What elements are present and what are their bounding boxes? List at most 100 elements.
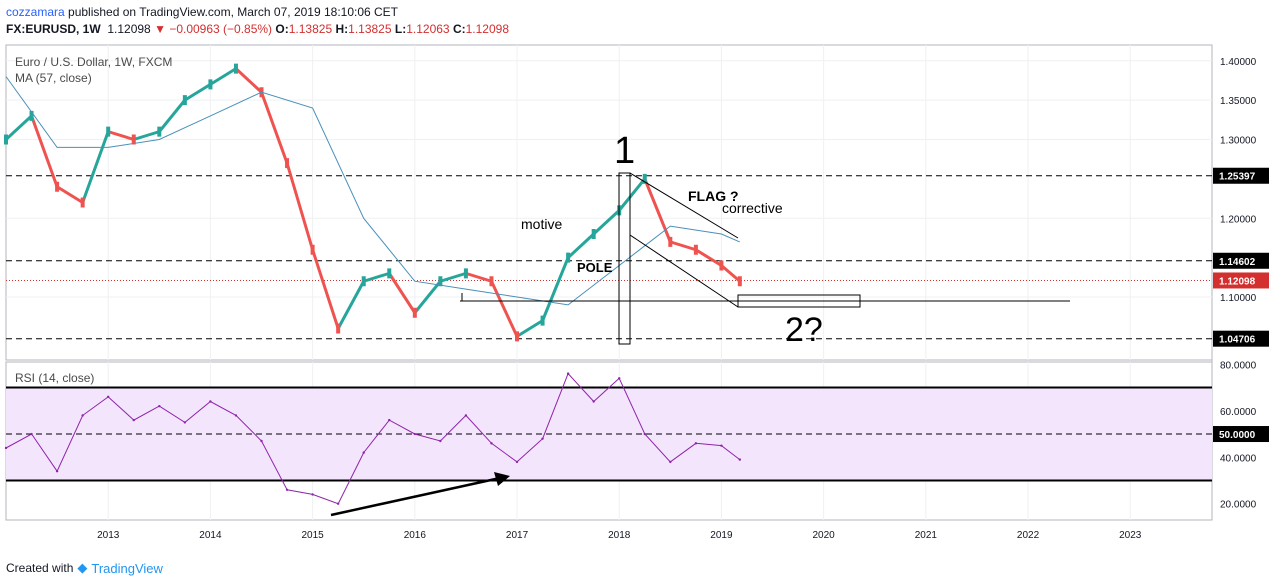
- price-segment: [56, 185, 84, 204]
- footer: Created with ◆ TradingView: [6, 560, 163, 576]
- rsi-point: [439, 439, 442, 443]
- rsi-axis-tick-label: 20.0000: [1220, 500, 1257, 511]
- price-candle: [387, 268, 392, 279]
- price-segment: [643, 178, 672, 243]
- time-axis-tick-label: 2016: [404, 530, 427, 541]
- price-candle: [737, 276, 742, 287]
- rsi-point: [158, 404, 161, 408]
- flag-label: FLAG ?: [688, 188, 739, 204]
- price-segment: [4, 114, 33, 141]
- level-badge-label: 1.14602: [1219, 257, 1256, 268]
- rsi-point: [592, 400, 595, 403]
- price-candle: [463, 268, 468, 279]
- price-candle: [285, 158, 290, 169]
- price-candle: [208, 79, 213, 90]
- price-segment: [311, 249, 340, 329]
- flag-lower-line: [629, 234, 739, 308]
- price-segment: [30, 115, 59, 188]
- rsi-point: [413, 432, 417, 436]
- time-axis-tick-label: 2020: [813, 530, 836, 541]
- price-candle: [80, 197, 85, 208]
- price-candle: [489, 276, 494, 287]
- price-candle: [566, 252, 571, 263]
- price-segment: [413, 280, 442, 314]
- price-axis-tick-label: 1.35000: [1220, 96, 1257, 107]
- rsi-point: [285, 488, 289, 491]
- price-segment: [285, 162, 315, 251]
- created-with-label: Created with: [6, 561, 74, 575]
- pole-label: POLE: [577, 260, 613, 275]
- rsi-point: [107, 395, 110, 399]
- time-axis-tick-label: 2021: [915, 530, 938, 541]
- high-label: H:: [335, 22, 349, 36]
- tradingview-brand[interactable]: TradingView: [91, 560, 163, 576]
- price-candle: [233, 63, 238, 74]
- level-badge-label: 1.25397: [1219, 172, 1256, 183]
- rsi-axis[interactable]: 80.0000 60.0000 40.0000 20.0000 50.0000: [1213, 360, 1269, 511]
- price-segment: [439, 271, 467, 283]
- rsi-point: [738, 458, 742, 461]
- ma-line: [5, 76, 740, 306]
- rsi-point: [81, 414, 84, 417]
- price-candle: [719, 260, 724, 271]
- price-axis[interactable]: 1.40000 1.35000 1.30000 1.20000 1.10000 1.253…: [1213, 57, 1269, 347]
- price-segment: [234, 67, 263, 94]
- wave-2-label: 2?: [785, 311, 823, 349]
- rsi-point: [234, 414, 238, 417]
- rsi-point: [260, 439, 263, 443]
- rsi-point: [694, 442, 698, 445]
- price-candle: [106, 126, 111, 137]
- time-axis[interactable]: 2013 2014 2015 2016 2017 2018 2019 2020 2021 2022…: [97, 530, 1142, 541]
- rsi-point: [464, 414, 468, 417]
- rsi-band: [6, 386, 1212, 482]
- rsi-axis-tick-label: 40.0000: [1220, 453, 1257, 464]
- price-candle: [182, 95, 187, 106]
- down-triangle-icon: ▼: [154, 22, 166, 36]
- price-candle: [131, 134, 136, 145]
- rsi-point: [336, 502, 340, 505]
- price-candle: [591, 229, 596, 239]
- price-segment: [592, 209, 621, 236]
- rsi-point: [388, 418, 391, 422]
- level-badge-label: 1.04706: [1219, 335, 1256, 346]
- rsi-point: [311, 493, 314, 496]
- publisher-link[interactable]: cozzamara: [6, 5, 65, 19]
- time-axis-tick-label: 2013: [97, 530, 120, 541]
- rsi-point: [132, 418, 135, 422]
- rsi-point: [643, 432, 646, 436]
- low-label: L:: [394, 22, 407, 36]
- rsi-point: [618, 377, 621, 380]
- rsi-point: [209, 400, 212, 403]
- price-segment: [336, 280, 366, 330]
- price-pane[interactable]: [5, 44, 1213, 361]
- rsi-line: [5, 372, 741, 505]
- symbol-label: FX:EURUSD, 1W: [6, 22, 101, 36]
- price-candle: [336, 323, 341, 334]
- high-value: 1.13825: [348, 22, 392, 36]
- price-segment: [618, 177, 646, 212]
- drawings: [460, 172, 1070, 345]
- corrective-label: corrective: [722, 200, 783, 216]
- price-segment: [158, 99, 187, 133]
- ma-legend: MA (57, close): [15, 71, 92, 85]
- rsi-point: [669, 460, 672, 464]
- time-axis-tick-label: 2019: [710, 530, 733, 541]
- price-segment: [695, 248, 723, 267]
- tradingview-logo-icon[interactable]: ◆: [77, 560, 88, 575]
- price-segment: [720, 264, 741, 283]
- change-value: −0.00963 (−0.85%): [169, 22, 273, 36]
- price-segment: [465, 271, 492, 283]
- price-segment: [541, 257, 570, 322]
- last-price-badge-label: 1.12098: [1219, 276, 1256, 287]
- price-candle: [55, 181, 60, 192]
- price-candle: [642, 173, 647, 184]
- price-candle: [438, 276, 443, 287]
- close-label: C:: [452, 22, 466, 36]
- wave-1-label: 1: [614, 130, 635, 172]
- rsi-point: [566, 372, 570, 375]
- rsi-point: [515, 460, 519, 464]
- time-axis-tick-label: 2022: [1017, 530, 1040, 541]
- open-value: 1.13825: [288, 22, 333, 36]
- publish-text: published on TradingView.com, March 07, …: [68, 5, 399, 19]
